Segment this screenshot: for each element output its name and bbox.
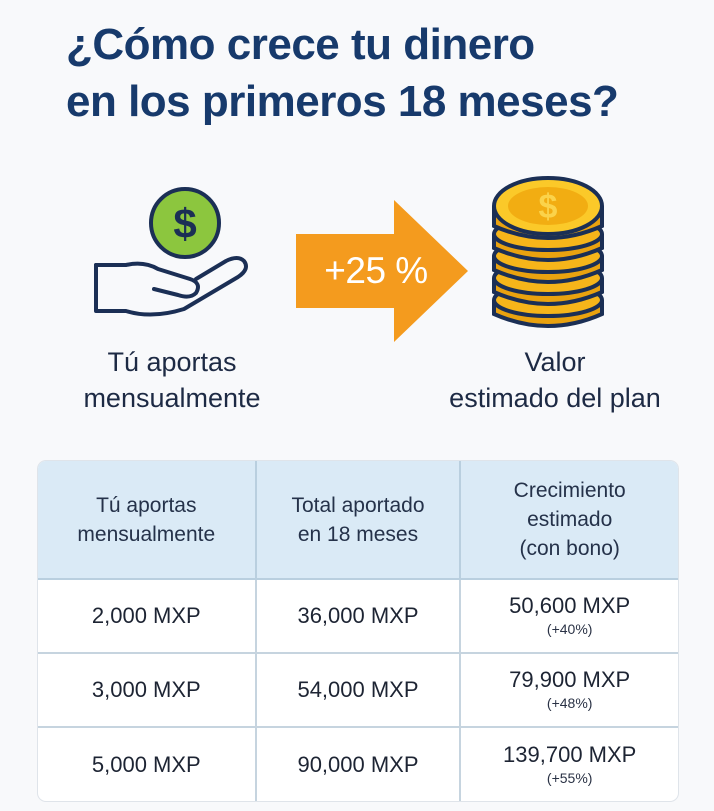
- svg-text:$: $: [539, 188, 558, 226]
- plan-value-label-line-2: estimado del plan: [449, 383, 661, 413]
- header-growth-line-3: (con bono): [519, 537, 620, 560]
- header-monthly-line-2: mensualmente: [77, 522, 216, 546]
- header-growth-line-2: estimado: [527, 508, 613, 531]
- cell-growth: 139,700 MXP (+55%): [460, 727, 678, 801]
- header-monthly-line-1: Tú aportas: [96, 493, 197, 517]
- plan-value-label: Valor estimado del plan: [430, 344, 680, 416]
- plan-value-label-line-1: Valor: [524, 347, 586, 377]
- cell-total: 54,000 MXP: [255, 653, 462, 728]
- cell-total: 36,000 MXP: [255, 579, 462, 654]
- cell-growth: 79,900 MXP (+48%): [460, 653, 678, 728]
- page-title: ¿Cómo crece tu dinero en los primeros 18…: [66, 16, 686, 130]
- growth-table: Tú aportas mensualmente Total aportado e…: [38, 461, 678, 801]
- contribution-label: Tú aportas mensualmente: [40, 344, 304, 416]
- header-total-line-2: en 18 meses: [297, 522, 419, 546]
- growth-percent: (+48%): [546, 695, 593, 711]
- growth-percentage: +25 %: [324, 250, 428, 291]
- growth-percent: (+55%): [546, 769, 593, 786]
- svg-text:$: $: [173, 200, 196, 247]
- contribution-label-line-2: mensualmente: [83, 383, 261, 413]
- growth-value: 50,600 MXP: [509, 593, 631, 618]
- table-row: 3,000 MXP 54,000 MXP 79,900 MXP (+48%): [38, 653, 678, 728]
- contribution-label-line-1: Tú aportas: [107, 347, 237, 377]
- table-row: 5,000 MXP 90,000 MXP 139,700 MXP (+55%): [38, 727, 678, 801]
- cell-growth: 50,600 MXP (+40%): [460, 579, 678, 654]
- table-header-row: Tú aportas mensualmente Total aportado e…: [38, 461, 678, 580]
- growth-value: 139,700 MXP: [503, 741, 637, 767]
- header-monthly: Tú aportas mensualmente: [38, 461, 257, 580]
- header-growth-line-1: Crecimiento: [513, 479, 626, 502]
- cell-monthly: 3,000 MXP: [38, 653, 257, 728]
- title-line-1: ¿Cómo crece tu dinero: [66, 20, 535, 69]
- cell-monthly: 2,000 MXP: [38, 579, 257, 654]
- cell-total: 90,000 MXP: [255, 727, 462, 801]
- growth-value: 79,900 MXP: [509, 667, 631, 692]
- cell-monthly: 5,000 MXP: [38, 727, 257, 801]
- hand-with-dollar-coin-icon: $: [92, 185, 262, 325]
- header-growth: Crecimiento estimado (con bono): [460, 461, 678, 580]
- header-total-line-1: Total aportado: [291, 493, 425, 517]
- title-line-2: en los primeros 18 meses?: [66, 77, 619, 126]
- table-row: 2,000 MXP 36,000 MXP 50,600 MXP (+40%): [38, 579, 678, 654]
- growth-percent: (+40%): [546, 621, 593, 637]
- gold-coin-stack-icon: $: [488, 170, 608, 330]
- orange-arrow-icon: +25 %: [296, 200, 468, 342]
- header-total: Total aportado en 18 meses: [255, 461, 462, 580]
